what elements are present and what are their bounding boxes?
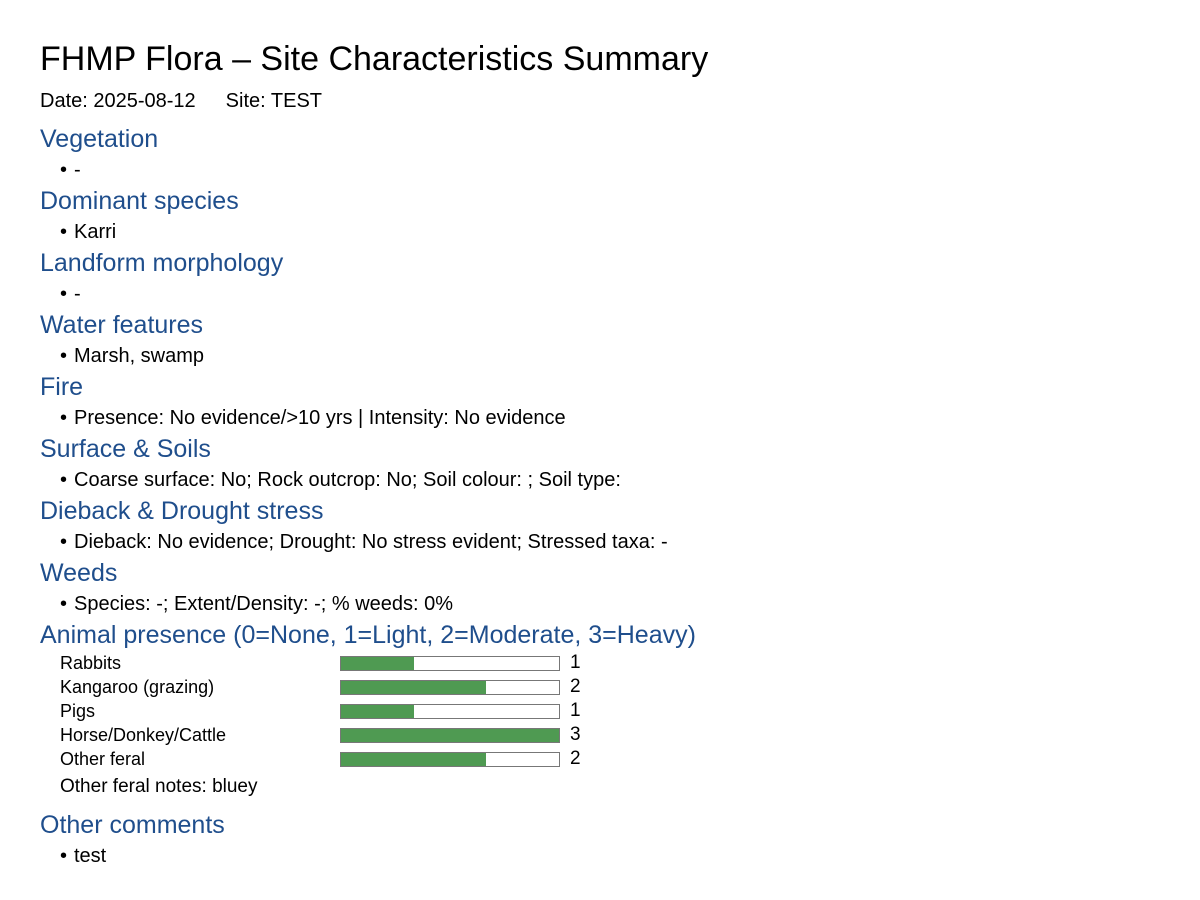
animal-level-fill [341, 752, 487, 766]
section-fire: Fire • Presence: No evidence/>10 yrs | In… [40, 371, 1160, 433]
animal-row: Other feral 2 [60, 747, 1160, 771]
section-dieback-drought: Dieback & Drought stress • Dieback: No ev… [40, 495, 1160, 557]
section-heading: Water features [40, 311, 204, 339]
report-meta: Date: 2025-08-12 Site: TEST [40, 87, 1160, 115]
animal-level-fill [341, 680, 487, 694]
section-bullet: • Species: -; Extent/Density: -; % weeds:… [40, 589, 1160, 619]
section-heading: Landform morphology [40, 249, 284, 277]
bullet-text: Dieback: No evidence; Drought: No stress… [74, 531, 668, 553]
section-heading: Dieback & Drought stress [40, 497, 324, 525]
bullet-dot: • [60, 159, 68, 181]
bullet-text: Karri [74, 221, 117, 243]
animal-row: Pigs 1 [60, 699, 1160, 723]
bullet-text: - [74, 283, 81, 305]
animal-row: Rabbits 1 [60, 651, 1160, 675]
bullet-dot: • [60, 469, 68, 491]
animal-name: Other feral [60, 748, 146, 769]
animal-level-value: 3 [570, 724, 581, 745]
bullet-text: - [74, 159, 81, 181]
animal-level-bar [340, 751, 560, 767]
bullet-text: Presence: No evidence/>10 yrs | Intensit… [74, 407, 566, 429]
date-label: Date: 2025-08-12 [40, 90, 196, 112]
section-bullet: • Karri [40, 217, 1160, 247]
animal-level-value: 1 [570, 700, 581, 721]
animal-name: Kangaroo (grazing) [60, 676, 215, 697]
animal-level-fill [341, 728, 559, 742]
section-animal-presence: Animal presence (0=None, 1=Light, 2=Mode… [40, 619, 1160, 801]
section-bullet: • Presence: No evidence/>10 yrs | Intensi… [40, 403, 1160, 433]
section-dominant-species: Dominant species • Karri [40, 185, 1160, 247]
section-bullet: • test [40, 841, 1160, 871]
section-heading: Animal presence (0=None, 1=Light, 2=Mode… [40, 621, 696, 649]
bullet-text: test [74, 845, 107, 867]
animal-level-bar [340, 703, 560, 719]
section-bullet: • Dieback: No evidence; Drought: No stres… [40, 527, 1160, 557]
section-heading: Other comments [40, 811, 225, 839]
bullet-dot: • [60, 345, 68, 367]
section-bullet: • Coarse surface: No; Rock outcrop: No; S… [40, 465, 1160, 495]
page-title: FHMP Flora – Site Characteristics Summar… [40, 40, 709, 78]
animal-name: Rabbits [60, 652, 122, 673]
animal-list: Rabbits 1 Kangaroo (grazing) 2 Pigs 1 Ho… [40, 651, 1160, 801]
bullet-dot: • [60, 221, 68, 243]
animal-row: Horse/Donkey/Cattle 3 [60, 723, 1160, 747]
bullet-dot: • [60, 283, 68, 305]
animal-row: Kangaroo (grazing) 2 [60, 675, 1160, 699]
animal-name: Horse/Donkey/Cattle [60, 724, 227, 745]
animal-level-value: 2 [570, 748, 581, 769]
report-page: FHMP Flora – Site Characteristics Summar… [40, 36, 1160, 871]
sections-list: Vegetation • - Dominant species • Karri La… [40, 123, 1160, 871]
animal-level-bar [340, 679, 560, 695]
section-weeds: Weeds • Species: -; Extent/Density: -; % … [40, 557, 1160, 619]
animal-name: Pigs [60, 700, 96, 721]
animal-level-value: 2 [570, 676, 581, 697]
section-heading: Surface & Soils [40, 435, 211, 463]
animal-level-fill [341, 656, 414, 670]
bullet-text: Marsh, swamp [74, 345, 205, 367]
bullet-text: Coarse surface: No; Rock outcrop: No; So… [74, 469, 621, 491]
section-surface-soils: Surface & Soils • Coarse surface: No; Roc… [40, 433, 1160, 495]
bullet-dot: • [60, 531, 68, 553]
section-vegetation: Vegetation • - [40, 123, 1160, 185]
section-bullet: • - [40, 155, 1160, 185]
section-other-comments: Other comments • test [40, 809, 1160, 871]
section-heading: Fire [40, 373, 84, 401]
section-heading: Vegetation [40, 125, 159, 153]
section-landform-morphology: Landform morphology • - [40, 247, 1160, 309]
bullet-text: Species: -; Extent/Density: -; % weeds: … [74, 593, 454, 615]
animal-level-bar [340, 655, 560, 671]
section-bullet: • - [40, 279, 1160, 309]
section-heading: Weeds [40, 559, 118, 587]
section-water-features: Water features • Marsh, swamp [40, 309, 1160, 371]
bullet-dot: • [60, 845, 68, 867]
other-feral-notes: Other feral notes: bluey [60, 776, 258, 797]
animal-level-fill [341, 704, 414, 718]
bullet-dot: • [60, 593, 68, 615]
section-heading: Dominant species [40, 187, 239, 215]
animal-level-value: 1 [570, 652, 581, 673]
section-bullet: • Marsh, swamp [40, 341, 1160, 371]
site-label: Site: TEST [225, 90, 322, 112]
bullet-dot: • [60, 407, 68, 429]
animal-level-bar [340, 727, 560, 743]
